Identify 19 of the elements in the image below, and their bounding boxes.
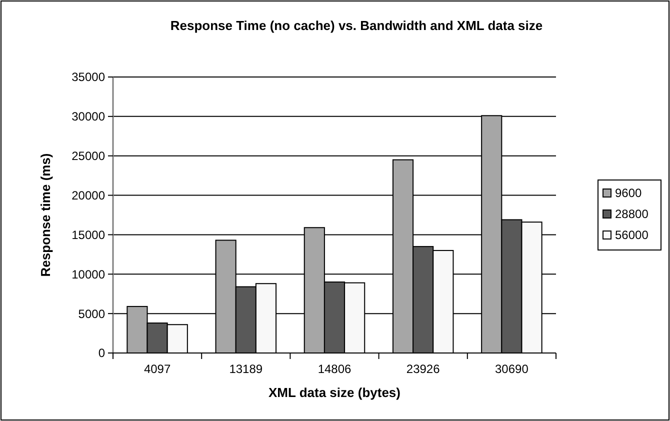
chart-title: Response Time (no cache) vs. Bandwidth and XML data size — [170, 18, 543, 33]
y-tick-label: 20000 — [72, 188, 106, 202]
x-tick-label: 30690 — [495, 362, 529, 376]
y-tick-label: 0 — [98, 346, 106, 360]
x-tick-label: 13189 — [229, 362, 263, 376]
y-tick-label: 15000 — [72, 228, 106, 242]
legend-label: 56000 — [615, 228, 649, 242]
x-tick-label: 23926 — [406, 362, 440, 376]
y-tick-label: 35000 — [72, 70, 106, 84]
x-tick-label: 14806 — [318, 362, 352, 376]
y-tick-label: 10000 — [72, 267, 106, 282]
y-axis-title: Response time (ms) — [38, 153, 53, 277]
x-tick-label: 4097 — [144, 362, 171, 376]
y-tick-label: 30000 — [72, 110, 106, 124]
y-tick-label: 5000 — [78, 306, 106, 321]
y-tick-label: 25000 — [72, 149, 106, 164]
legend-label: 28800 — [615, 207, 649, 222]
legend-label: 9600 — [615, 186, 642, 200]
x-axis-title: XML data size (bytes) — [268, 385, 400, 400]
